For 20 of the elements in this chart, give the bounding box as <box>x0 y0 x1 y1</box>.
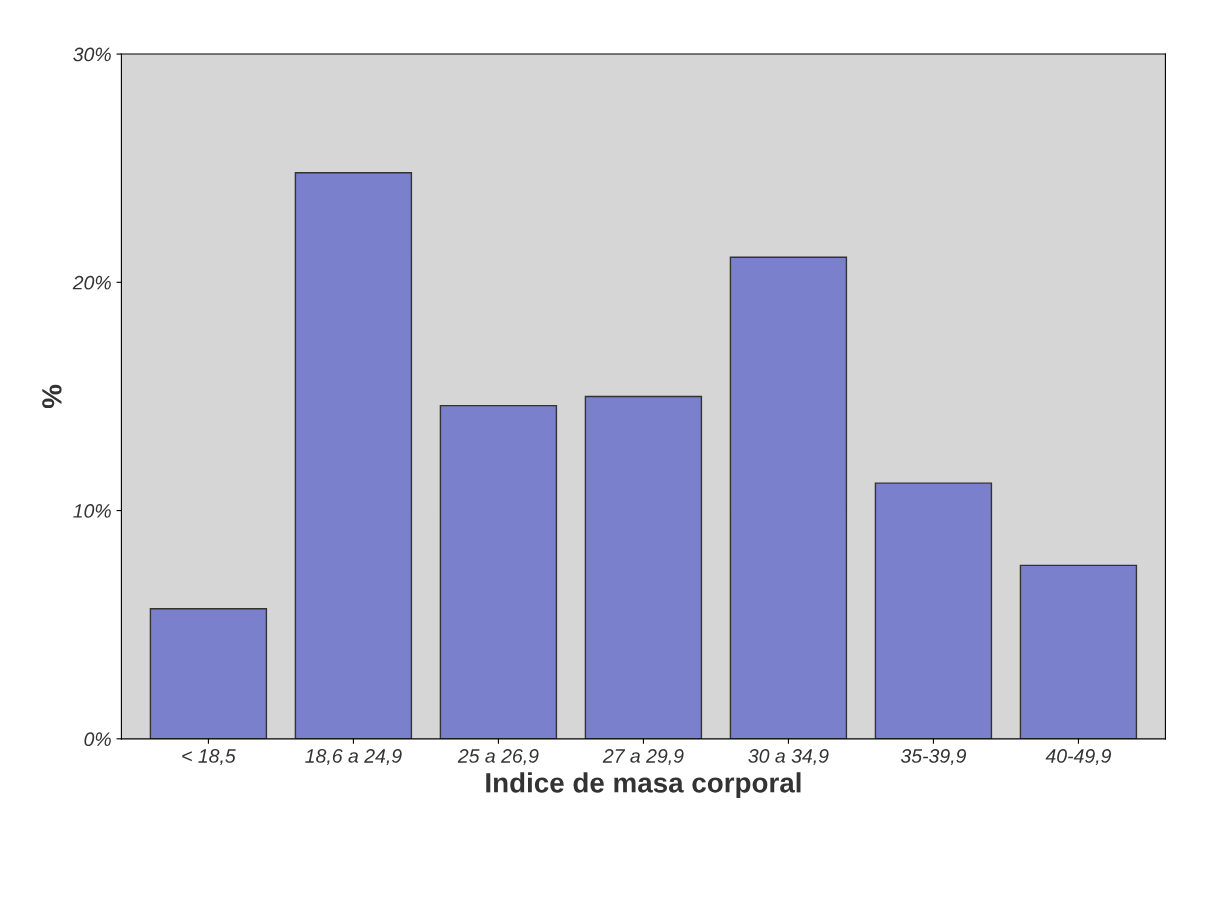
bar <box>729 256 848 739</box>
bar <box>874 482 993 739</box>
y-tick-label: 10% <box>73 504 111 518</box>
bar <box>149 608 268 739</box>
bar <box>294 172 413 739</box>
bar <box>439 404 558 739</box>
y-tick-label: 30% <box>73 47 111 62</box>
y-tick-label: 20% <box>72 275 111 290</box>
bar <box>1019 564 1138 739</box>
x-tick-label: 25 a 26,9 <box>457 749 539 766</box>
bar <box>584 395 703 739</box>
x-tick-label: 18,6 a 24,9 <box>305 749 402 766</box>
x-axis-title: Indice de masa corporal <box>486 772 801 799</box>
y-axis-title: % <box>42 384 62 409</box>
y-tick-label: 0% <box>84 732 111 747</box>
x-tick-label: 30 a 34,9 <box>748 749 829 766</box>
x-tick-label: 27 a 29,9 <box>602 749 684 766</box>
x-tick-label: < 18,5 <box>182 749 236 766</box>
x-tick-label: 40-49,9 <box>1045 749 1112 766</box>
x-tick-label: 35-39,9 <box>900 749 967 766</box>
